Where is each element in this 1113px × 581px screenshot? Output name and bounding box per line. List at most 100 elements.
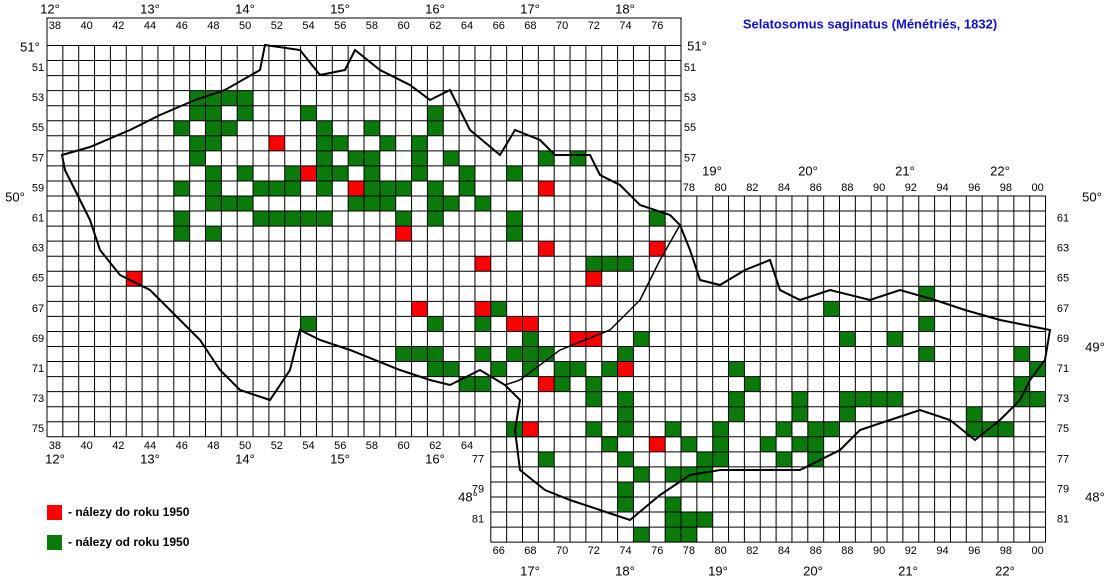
row-label: 69 [1057, 333, 1069, 345]
degree-label: 51° [20, 39, 40, 54]
record-square [966, 406, 983, 422]
map-title: Selatosomus saginatus (Ménétriés, 1832) [743, 16, 997, 31]
record-square [189, 150, 206, 166]
column-label: 82 [746, 182, 758, 194]
record-square [459, 376, 475, 392]
record-square [411, 135, 428, 151]
column-label: 46 [176, 440, 188, 452]
record-square [205, 180, 222, 196]
record-square [173, 180, 190, 196]
record-square [205, 196, 222, 212]
record-square [855, 391, 872, 407]
column-label: 84 [778, 545, 790, 557]
row-label: 55 [32, 122, 44, 134]
column-label: 56 [334, 440, 346, 452]
column-label: 72 [588, 20, 600, 32]
degree-label: 48° [1085, 489, 1105, 504]
record-square [205, 135, 222, 151]
row-label: 51 [32, 62, 44, 74]
column-label: 68 [524, 545, 536, 557]
record-square [205, 165, 222, 181]
column-label: 70 [556, 545, 568, 557]
row-label: 77 [472, 453, 484, 465]
record-square [887, 391, 903, 407]
row-label: 61 [1057, 212, 1069, 224]
column-label: 68 [524, 20, 536, 32]
record-square [918, 286, 935, 302]
record-square [221, 196, 238, 212]
column-label: 58 [366, 20, 378, 32]
column-label: 98 [1000, 545, 1012, 557]
record-square [364, 165, 380, 181]
column-label: 80 [715, 182, 727, 194]
degree-label: 21° [895, 163, 915, 178]
row-label: 75 [1057, 423, 1069, 435]
row-label: 67 [32, 303, 44, 315]
record-square [316, 211, 333, 227]
column-label: 90 [873, 545, 885, 557]
degree-label: 12° [45, 451, 65, 466]
column-label: 90 [873, 182, 885, 194]
record-square [205, 120, 222, 136]
record-square [427, 346, 444, 362]
record-square [253, 180, 269, 196]
record-square [617, 406, 634, 422]
record-square [760, 436, 777, 452]
row-label: 73 [1057, 393, 1069, 405]
column-label: 94 [936, 182, 948, 194]
record-square [712, 451, 729, 467]
record-square [506, 211, 523, 227]
column-label: 86 [810, 182, 822, 194]
record-square [268, 135, 285, 151]
column-label: 70 [556, 20, 568, 32]
column-label: 72 [588, 545, 600, 557]
record-square [585, 376, 602, 392]
record-square [300, 211, 317, 227]
record-square [173, 120, 190, 136]
legend-swatch [47, 535, 62, 550]
record-square [617, 361, 634, 377]
column-label: 54 [302, 440, 314, 452]
record-square [601, 436, 618, 452]
row-label: 71 [1057, 363, 1069, 375]
record-square [427, 120, 444, 136]
record-square [538, 376, 555, 392]
record-square [617, 256, 634, 272]
record-square [839, 331, 856, 347]
column-label: 86 [810, 545, 822, 557]
column-label: 88 [841, 182, 853, 194]
record-square [474, 346, 491, 362]
record-square [823, 421, 840, 437]
record-square [379, 196, 396, 212]
record-square [506, 226, 523, 242]
record-square [189, 105, 206, 121]
record-square [237, 105, 254, 121]
record-square [617, 421, 634, 437]
record-square [617, 391, 634, 407]
degree-label: 16° [425, 451, 445, 466]
row-label: 59 [32, 182, 44, 194]
record-square [364, 150, 380, 166]
record-square [522, 346, 539, 362]
record-square [538, 150, 555, 166]
record-square [696, 451, 713, 467]
row-label: 71 [32, 363, 44, 375]
record-square [459, 165, 475, 181]
record-square [633, 331, 650, 347]
row-label: 55 [684, 122, 696, 134]
column-label: 78 [683, 182, 695, 194]
degree-label: 20° [803, 563, 823, 578]
column-label: 42 [112, 440, 124, 452]
column-label: 44 [144, 440, 156, 452]
record-square [490, 361, 507, 377]
record-square [791, 406, 808, 422]
record-square [173, 226, 190, 242]
degree-label: 20° [798, 163, 818, 178]
column-label: 46 [176, 20, 188, 32]
column-label: 62 [429, 20, 441, 32]
column-label: 48 [207, 440, 219, 452]
record-square [300, 165, 317, 181]
record-square [776, 451, 792, 467]
column-label: 92 [905, 545, 917, 557]
record-square [316, 135, 333, 151]
